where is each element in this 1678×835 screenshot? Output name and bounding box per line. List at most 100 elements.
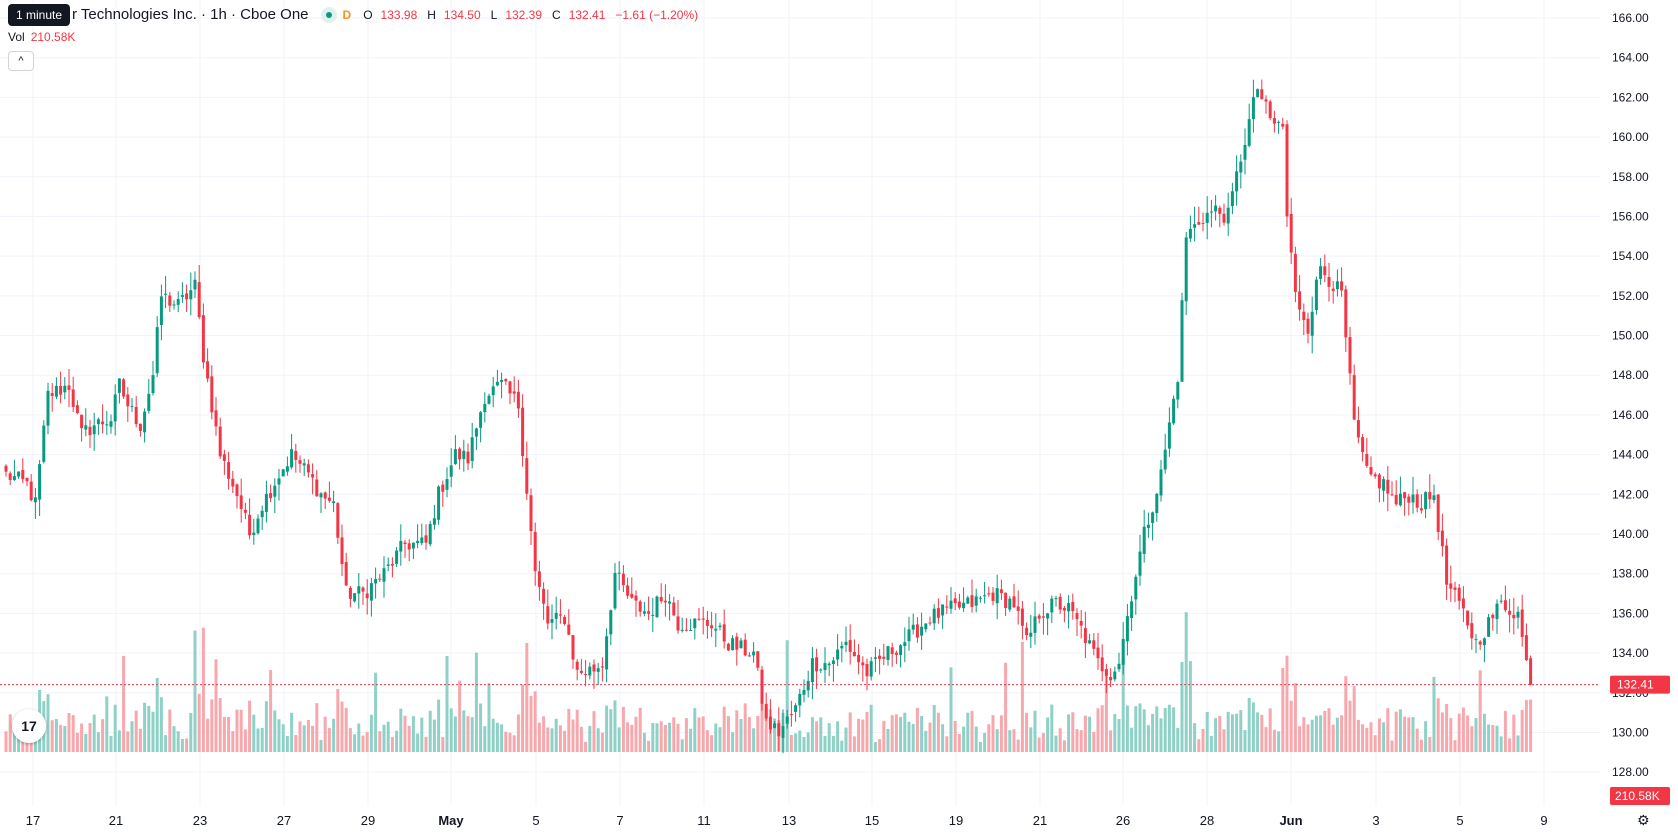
candle-body xyxy=(1461,598,1465,609)
collapse-legend-button[interactable]: ^ xyxy=(8,51,34,71)
candle-body xyxy=(50,393,54,396)
candle-body xyxy=(1314,279,1318,311)
candle-body xyxy=(365,593,369,599)
volume-bar xyxy=(542,716,546,752)
candle-body xyxy=(705,620,709,626)
candle-body xyxy=(953,598,957,604)
volume-bar xyxy=(458,680,462,752)
symbol-title[interactable]: r Technologies Inc. · 1h · Cboe One xyxy=(72,6,309,23)
candle-body xyxy=(323,492,327,499)
candle-body xyxy=(1067,603,1071,612)
volume-bar xyxy=(428,710,432,752)
candle-body xyxy=(147,393,151,411)
price-axis[interactable]: 128.00130.00132.00134.00136.00138.00140.… xyxy=(1612,11,1649,779)
volume-bar xyxy=(302,725,306,752)
time-tick-label: 15 xyxy=(865,813,879,828)
volume-bar xyxy=(281,724,285,752)
candle-body xyxy=(445,479,449,490)
volume-bar xyxy=(105,696,109,752)
candle-body xyxy=(306,464,310,473)
candle-body xyxy=(80,414,84,429)
candle-body xyxy=(33,497,37,503)
volume-bar xyxy=(1386,708,1390,752)
volume-bar xyxy=(705,730,709,752)
volume-bar xyxy=(1491,725,1495,752)
last-volume-badge: 210.58K xyxy=(1610,787,1670,805)
time-axis[interactable]: 17 21 23 27 29 May 5 7 11 13 15 19 21 26 28 Jun 3 5 9 xyxy=(26,813,1548,828)
volume-bar xyxy=(1499,736,1503,752)
volume-bar xyxy=(1214,718,1218,752)
volume-bar xyxy=(1146,725,1150,752)
candle-body xyxy=(584,674,588,676)
market-status-icon[interactable] xyxy=(320,6,337,23)
candle-body xyxy=(974,596,978,606)
volume-bar xyxy=(819,717,823,752)
candle-body xyxy=(550,619,554,623)
volume-bar xyxy=(1138,703,1142,752)
tradingview-logo-icon[interactable]: 17 xyxy=(12,709,46,743)
candle-body xyxy=(731,638,735,651)
candle-body xyxy=(1071,601,1075,612)
candle-body xyxy=(789,714,793,716)
candle-body xyxy=(1205,212,1209,223)
candle-body xyxy=(437,486,441,520)
candle-body xyxy=(361,587,365,592)
candle-body xyxy=(235,484,239,497)
candle-body xyxy=(1142,526,1146,554)
candle-body xyxy=(101,421,105,425)
candle-body xyxy=(596,668,600,672)
candle-body xyxy=(67,385,71,390)
candle-body xyxy=(12,476,16,481)
candle-body xyxy=(739,640,743,649)
candle-body xyxy=(1298,291,1302,310)
candle-body xyxy=(1033,616,1037,633)
volume-bar xyxy=(1440,712,1444,752)
candle-body xyxy=(424,535,428,543)
candle-body xyxy=(298,460,302,464)
delayed-badge[interactable]: D xyxy=(342,7,352,22)
candle-body xyxy=(84,425,88,430)
candle-body xyxy=(122,379,126,397)
volume-bar xyxy=(1083,715,1087,752)
volume-bar xyxy=(508,732,512,752)
candle-body xyxy=(281,469,285,477)
candle-body xyxy=(1508,610,1512,615)
volume-bar xyxy=(1356,719,1360,752)
volume-bar xyxy=(600,732,604,752)
candle-body xyxy=(693,618,697,629)
candle-body xyxy=(991,592,995,601)
candle-body xyxy=(525,458,529,494)
candle-body xyxy=(1382,479,1386,491)
candle-body xyxy=(1277,121,1281,123)
volume-bar xyxy=(159,697,163,752)
volume-bar xyxy=(453,716,457,752)
volume-bar xyxy=(327,728,331,752)
candle-body xyxy=(1184,237,1188,302)
time-tick-label: 19 xyxy=(949,813,963,828)
volume-bar xyxy=(17,733,21,752)
volume-bar xyxy=(747,717,751,752)
volume-bar xyxy=(609,709,613,752)
candle-body xyxy=(386,564,390,566)
volume-bar xyxy=(970,710,974,752)
volume-bar xyxy=(407,725,411,752)
volume-bar xyxy=(1260,714,1264,752)
candle-body xyxy=(941,604,945,616)
candle-body xyxy=(642,611,646,614)
candle-body xyxy=(1029,632,1033,637)
volume-bar xyxy=(815,721,819,752)
volume-bar xyxy=(151,711,155,752)
candle-body xyxy=(138,423,142,431)
volume-bar xyxy=(273,710,277,752)
volume-bar xyxy=(1197,739,1201,752)
settings-icon[interactable]: ⚙ xyxy=(1637,812,1650,828)
candle-body xyxy=(600,666,604,668)
candle-body xyxy=(1503,600,1507,611)
volume-bar xyxy=(647,740,651,752)
candle-body xyxy=(1218,207,1222,214)
candle-body xyxy=(659,596,663,602)
volume-bar xyxy=(462,710,466,752)
candle-body xyxy=(105,424,109,426)
price-tick-label: 158.00 xyxy=(1612,170,1649,184)
